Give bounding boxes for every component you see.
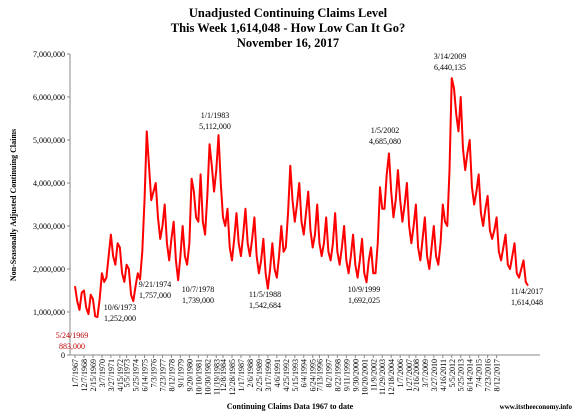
x-tick-label: 7/4/2015 (475, 359, 484, 387)
annotation: 9/21/1974 (139, 280, 171, 289)
annotation: 1,757,000 (139, 291, 171, 300)
x-tick-label: 8/12/2017 (493, 359, 502, 391)
x-tick-label: 4/16/2011 (439, 359, 448, 391)
annotation: 6,440,135 (434, 63, 466, 72)
annotation: 1,252,000 (104, 314, 136, 323)
annotation: 11/4/2017 (511, 287, 543, 296)
x-tick-label: 9/20/1980 (185, 359, 194, 391)
x-tick-label: 8/2/1997 (324, 359, 333, 387)
y-tick-label: 1,000,000 (33, 308, 65, 317)
x-tick-label: 9/30/2000 (351, 359, 360, 391)
x-tick-label: 5/25/1974 (132, 359, 141, 391)
y-tick-label: 3,000,000 (33, 222, 65, 231)
x-tick-label: 6/4/1994 (300, 359, 309, 387)
x-tick-label: 4/15/1972 (116, 359, 125, 391)
x-tick-label: 9/1/1979 (176, 359, 185, 387)
x-tick-label: 8/12/1978 (167, 359, 176, 391)
annotation: 10/7/1978 (182, 285, 214, 294)
annotation: 4,685,080 (369, 137, 401, 146)
x-tick-label: 10/30/1982 (203, 359, 212, 395)
x-tick-label: 11/9/2002 (369, 359, 378, 391)
annotation: 1,739,000 (182, 296, 214, 305)
data-line (74, 77, 529, 319)
annotation: 1/1/1983 (201, 111, 229, 120)
x-tick-label: 9/11/1999 (342, 359, 351, 391)
x-tick-label: 4/6/1991 (273, 359, 282, 387)
y-tick-label: 0 (61, 351, 65, 360)
annotation: 1,614,048 (511, 298, 543, 307)
x-tick-label: 1/7/1967 (71, 359, 80, 387)
annotation: 10/6/1973 (104, 303, 136, 312)
y-tick-label: 7,000,000 (33, 50, 65, 59)
chart-title: This Week 1,614,048 - How Low Can It Go? (171, 21, 406, 35)
annotation: 5/24/1969 (56, 331, 88, 340)
x-tick-label: 6/14/2014 (466, 359, 475, 391)
x-tick-label: 12/7/1968 (80, 359, 89, 391)
x-tick-label: 2/16/2008 (412, 359, 421, 391)
annotation: 883,000 (59, 342, 85, 351)
x-tick-label: 3/7/1970 (98, 359, 107, 387)
x-tick-label: 2/6/1988 (246, 359, 255, 387)
x-tick-label: 7/23/2016 (484, 359, 493, 391)
x-tick-label: 5/5/1973 (123, 359, 132, 387)
x-tick-label: 5/25/2013 (457, 359, 466, 391)
x-tick-label: 3/27/2010 (430, 359, 439, 391)
x-tick-label: 1/7/2006 (396, 359, 405, 387)
x-tick-label: 11/29/2003 (378, 359, 387, 395)
y-axis-label: Non-Seasonally Adjusted Continuing Claim… (9, 129, 18, 281)
x-tick-label: 7/13/1996 (315, 359, 324, 391)
annotation: 11/5/1988 (249, 290, 281, 299)
x-tick-label: 1/17/1987 (237, 359, 246, 391)
annotation: 3/14/2009 (434, 52, 466, 61)
x-tick-label: 2/15/1969 (89, 359, 98, 391)
x-axis-label: Continuing Claims Data 1967 to date (227, 402, 354, 411)
x-tick-label: 5/15/1993 (291, 359, 300, 391)
y-tick-label: 6,000,000 (33, 93, 65, 102)
x-tick-label: 6/14/1975 (141, 359, 150, 391)
x-tick-label: 6/24/1995 (309, 359, 318, 391)
x-tick-label: 3/7/2009 (421, 359, 430, 387)
x-tick-label: 3/27/1971 (107, 359, 116, 391)
x-tick-label: 1/27/2007 (405, 359, 414, 391)
x-tick-label: 12/18/2004 (387, 359, 396, 395)
x-tick-label: 3/17/1990 (264, 359, 273, 391)
y-tick-label: 5,000,000 (33, 136, 65, 145)
source: www.itstheeconomy.info (500, 403, 573, 411)
x-tick-label: 8/22/1998 (333, 359, 342, 391)
annotation: 10/9/1999 (348, 285, 380, 294)
x-tick-label: 10/20/2001 (360, 359, 369, 395)
y-tick-label: 2,000,000 (33, 265, 65, 274)
y-tick-label: 4,000,000 (33, 179, 65, 188)
x-tick-label: 12/8/1984 (219, 359, 228, 391)
annotation: 5,112,000 (199, 122, 231, 131)
x-tick-label: 10/10/1981 (194, 359, 203, 395)
chart-title: November 16, 2017 (237, 36, 339, 50)
x-tick-label: 2/25/1989 (255, 359, 264, 391)
x-tick-label: 7/3/1976 (149, 359, 158, 387)
annotation: 1/5/2002 (371, 126, 399, 135)
x-tick-label: 4/25/1992 (282, 359, 291, 391)
x-tick-label: 11/19/1983 (212, 359, 221, 395)
annotation: 1,692,025 (348, 296, 380, 305)
x-tick-label: 5/5/2012 (448, 359, 457, 387)
chart-title: Unadjusted Continuing Claims Level (189, 6, 388, 20)
annotation: 1,542,684 (249, 301, 281, 310)
x-tick-label: 7/23/1977 (158, 359, 167, 391)
x-tick-label: 12/28/1985 (228, 359, 237, 395)
